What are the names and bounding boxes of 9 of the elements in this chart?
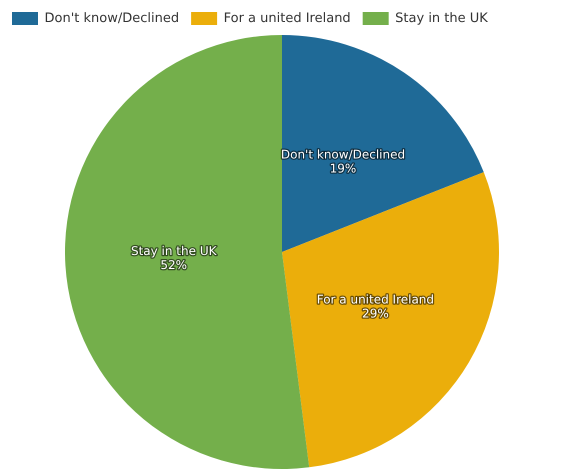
slice-label: For a united Ireland [316, 292, 434, 306]
data-label: 19% [330, 161, 356, 176]
legend-label: For a united Ireland [224, 10, 351, 26]
data-label: 52% [160, 258, 188, 272]
slice-label: Stay in the UK [130, 244, 218, 258]
legend-label: Don't know/Declined [44, 10, 180, 26]
data-label: 29% [362, 306, 389, 320]
slice-label: Don't know/Declined [280, 147, 406, 162]
legend-label: Stay in the UK [395, 10, 488, 26]
